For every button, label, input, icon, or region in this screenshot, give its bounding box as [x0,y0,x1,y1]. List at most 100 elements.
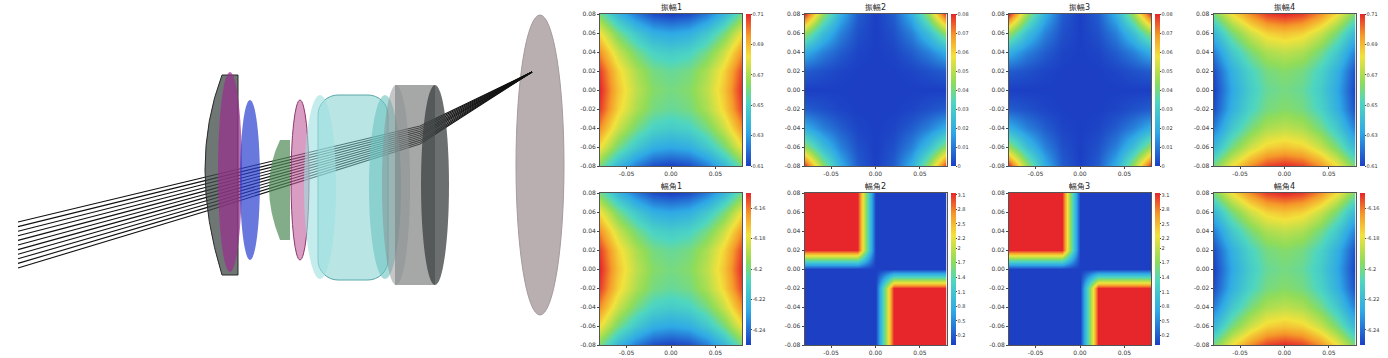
svg-text:0.05: 0.05 [1118,349,1132,356]
svg-text:幅角2: 幅角2 [865,182,886,191]
svg-text:-0.08: -0.08 [1194,341,1210,348]
svg-text:1.1: 1.1 [958,289,966,295]
svg-text:-0.06: -0.06 [1194,143,1210,150]
svg-text:0.8: 0.8 [1162,303,1170,309]
svg-text:-0.06: -0.06 [989,143,1005,150]
svg-text:0: 0 [1162,163,1165,169]
svg-text:0.00: 0.00 [787,265,801,272]
svg-text:0.02: 0.02 [1196,67,1210,74]
svg-text:0.08: 0.08 [582,10,596,17]
svg-text:2.2: 2.2 [1162,235,1170,241]
svg-text:幅角3: 幅角3 [1069,182,1090,191]
svg-text:0.04: 0.04 [787,227,801,234]
svg-text:0.02: 0.02 [787,246,801,253]
svg-text:-0.04: -0.04 [580,124,596,131]
svg-text:0.61: 0.61 [753,163,764,169]
svg-text:0.08: 0.08 [787,10,801,17]
svg-text:0.06: 0.06 [1196,208,1210,215]
svg-text:0.02: 0.02 [991,246,1005,253]
svg-text:幅角4: 幅角4 [1274,182,1295,191]
svg-text:2: 2 [958,245,961,251]
svg-text:0.01: 0.01 [1162,144,1173,150]
svg-text:0.08: 0.08 [1196,10,1210,17]
svg-text:0.06: 0.06 [787,208,801,215]
svg-text:0.08: 0.08 [1162,11,1173,17]
svg-text:-0.05: -0.05 [619,170,635,177]
svg-text:-0.06: -0.06 [1194,322,1210,329]
svg-text:-6.18: -6.18 [1367,235,1380,241]
svg-text:0.08: 0.08 [1196,189,1210,196]
svg-text:0.67: 0.67 [1367,72,1378,78]
svg-text:-6.18: -6.18 [753,235,766,241]
svg-text:振幅4: 振幅4 [1274,3,1295,12]
svg-text:0.63: 0.63 [753,132,764,138]
svg-text:0.05: 0.05 [1322,170,1336,177]
svg-text:-0.05: -0.05 [1232,349,1248,356]
svg-text:0.04: 0.04 [787,48,801,55]
svg-text:0.02: 0.02 [582,246,596,253]
svg-text:-6.16: -6.16 [1367,205,1380,211]
svg-text:0.08: 0.08 [991,189,1005,196]
svg-text:0.08: 0.08 [787,189,801,196]
svg-text:2.5: 2.5 [958,221,966,227]
svg-text:0.06: 0.06 [991,208,1005,215]
svg-text:1.4: 1.4 [1162,274,1170,280]
svg-text:0.07: 0.07 [958,30,969,36]
svg-text:0.05: 0.05 [1162,68,1173,74]
svg-text:振幅2: 振幅2 [865,3,886,12]
svg-text:0.05: 0.05 [913,349,927,356]
svg-text:2: 2 [1162,245,1165,251]
svg-text:0.05: 0.05 [1118,170,1132,177]
svg-text:-6.2: -6.2 [1367,266,1377,272]
svg-text:0.02: 0.02 [1196,246,1210,253]
svg-text:0.2: 0.2 [958,332,966,338]
svg-text:0.06: 0.06 [991,29,1005,36]
svg-text:-0.02: -0.02 [989,284,1005,291]
svg-text:-6.24: -6.24 [753,327,766,333]
svg-text:0.08: 0.08 [991,10,1005,17]
svg-text:0.00: 0.00 [582,86,596,93]
svg-text:0.00: 0.00 [582,265,596,272]
svg-text:0.8: 0.8 [958,303,966,309]
svg-text:-0.02: -0.02 [1194,284,1210,291]
svg-text:2.2: 2.2 [958,235,966,241]
svg-text:-6.22: -6.22 [753,296,766,302]
svg-text:0.06: 0.06 [1196,29,1210,36]
svg-text:0.00: 0.00 [1278,349,1292,356]
svg-text:0.01: 0.01 [958,144,969,150]
svg-text:-0.02: -0.02 [1194,105,1210,112]
svg-text:1.7: 1.7 [1162,259,1170,265]
svg-text:0.00: 0.00 [991,265,1005,272]
svg-text:0.02: 0.02 [787,67,801,74]
svg-text:-0.08: -0.08 [989,162,1005,169]
svg-text:0.00: 0.00 [664,170,678,177]
svg-text:0.00: 0.00 [1196,86,1210,93]
svg-text:0.04: 0.04 [991,48,1005,55]
svg-text:-0.08: -0.08 [785,341,801,348]
svg-text:-0.02: -0.02 [580,284,596,291]
svg-text:0.5: 0.5 [1162,318,1170,324]
svg-text:0.02: 0.02 [958,125,969,131]
svg-text:-6.16: -6.16 [753,205,766,211]
svg-text:0.04: 0.04 [1162,87,1173,93]
svg-text:3.1: 3.1 [958,192,966,198]
svg-text:0.03: 0.03 [958,106,969,112]
svg-text:0.05: 0.05 [709,349,723,356]
svg-text:-0.04: -0.04 [580,303,596,310]
svg-text:-0.08: -0.08 [1194,162,1210,169]
svg-text:0.05: 0.05 [1322,349,1336,356]
svg-text:幅角1: 幅角1 [661,182,682,191]
svg-text:-0.08: -0.08 [580,162,596,169]
svg-text:-0.04: -0.04 [1194,124,1210,131]
svg-text:1.4: 1.4 [958,274,966,280]
svg-text:0.00: 0.00 [1196,265,1210,272]
svg-text:-0.05: -0.05 [619,349,635,356]
svg-text:0.71: 0.71 [1367,11,1378,17]
svg-text:0.00: 0.00 [1278,170,1292,177]
svg-text:0.04: 0.04 [1196,227,1210,234]
svg-text:1.7: 1.7 [958,259,966,265]
svg-text:0.04: 0.04 [582,227,596,234]
svg-text:0.69: 0.69 [753,41,764,47]
svg-text:-0.06: -0.06 [580,143,596,150]
svg-text:-0.04: -0.04 [785,124,801,131]
